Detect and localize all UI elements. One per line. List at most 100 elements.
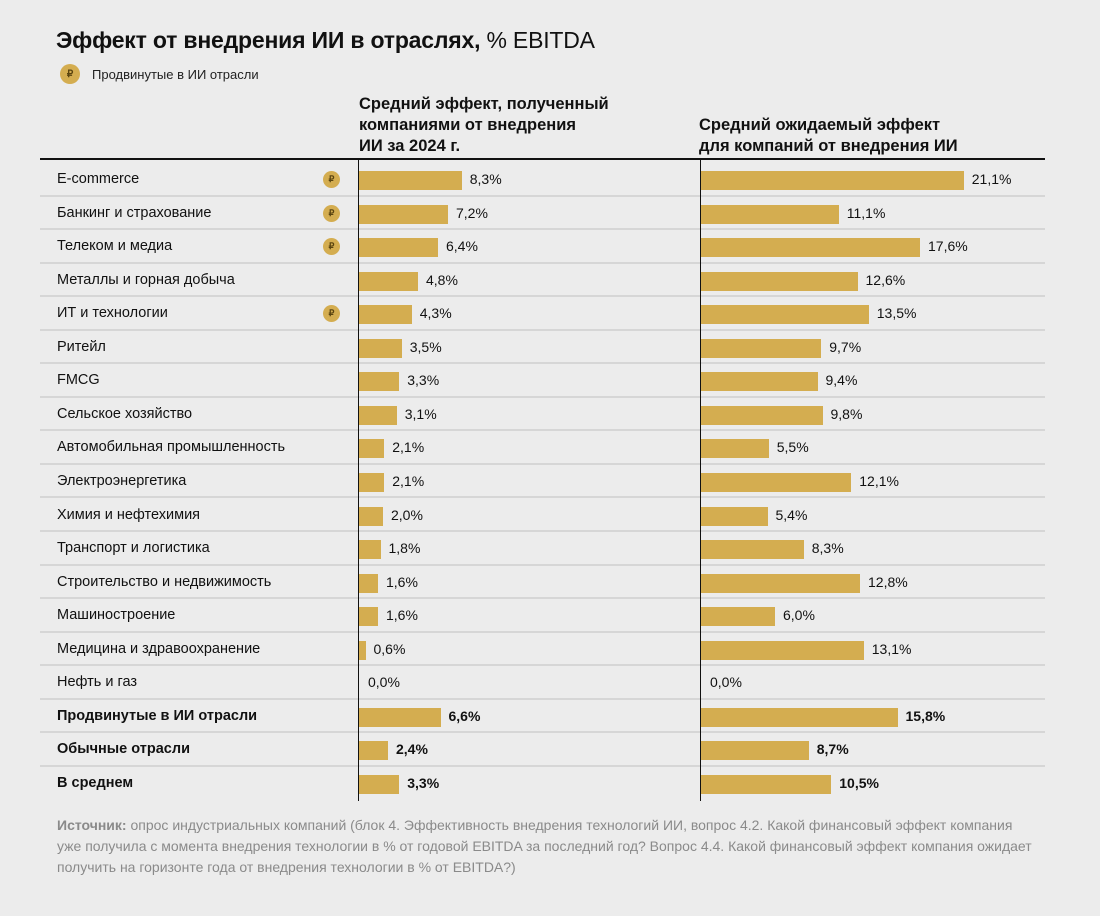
row-divider [40, 530, 1045, 533]
chart-title: Эффект от внедрения ИИ в отраслях, % EBI… [56, 27, 595, 54]
bar-series-0 [358, 204, 448, 224]
category-label: Машиностроение [57, 607, 176, 624]
chart-row: Обычные отрасли 2,4% 8,7% [40, 733, 1045, 767]
category-label: E-commerce [57, 171, 140, 187]
bar-series-0 [358, 540, 381, 560]
bar-series-1 [700, 372, 818, 392]
data-label: 21,1% [971, 171, 1012, 187]
ai-advanced-coin-icon: ₽ [60, 64, 80, 84]
bar-series-0 [358, 741, 388, 761]
bar-series-1 [700, 707, 898, 727]
data-label: 11,1% [846, 204, 886, 221]
column-header-actual: Средний эффект, полученный компаниями от… [359, 94, 609, 157]
data-label: 0,0% [368, 674, 400, 691]
data-label: 17,6% [928, 238, 968, 255]
bar-series-0 [358, 707, 441, 727]
chart-row: ИТ и технологии ₽4,3% 13,5% [40, 297, 1045, 331]
data-label: 9,8% [830, 405, 863, 422]
chart-row: Нефть и газ 0,0% 0,0% [40, 666, 1045, 700]
data-label: 6,0% [783, 607, 815, 624]
category-label: FMCG [57, 372, 100, 389]
chart-row: Строительство и недвижимость 1,6% 12,8% [40, 566, 1045, 600]
row-divider [40, 597, 1045, 600]
bar-series-1 [700, 573, 860, 593]
data-label: 10,5% [839, 774, 879, 791]
header-line: Средний ожидаемый эффект [699, 116, 941, 134]
bar-series-0 [358, 607, 378, 627]
chart-row: Электроэнергетика 2,1% 12,1% [40, 465, 1045, 499]
chart-row: Металлы и горная добыча 4,8% 12,6% [40, 264, 1045, 298]
legend-label: Продвинутые в ИИ отрасли [92, 66, 259, 82]
data-label: 13,1% [871, 640, 912, 657]
data-label: 9,4% [825, 372, 858, 389]
header-line: Средний эффект, полученный [359, 95, 609, 113]
chart-row: E-commerce ₽8,3% 21,1% [40, 163, 1045, 197]
bar-series-0 [358, 372, 400, 392]
data-label: 0,0% [710, 674, 742, 691]
data-label: 4,8% [426, 271, 458, 288]
data-label: 1,8% [388, 540, 421, 557]
bar-series-1 [700, 640, 864, 660]
bar-series-1 [700, 171, 964, 190]
chart-row: Машиностроение 1,6% 6,0% [40, 599, 1045, 633]
row-divider [40, 630, 1045, 633]
row-divider [40, 228, 1045, 231]
bar-series-1 [700, 506, 768, 526]
category-label: Банкинг и страхование [57, 204, 212, 221]
category-label: Продвинутые в ИИ отрасли [57, 707, 258, 724]
chart-row: Транспорт и логистика 1,8% 8,3% [40, 532, 1045, 566]
data-label: 2,1% [392, 439, 425, 456]
data-label: 1,6% [386, 607, 418, 624]
bar-series-0 [358, 640, 366, 660]
bar-series-1 [700, 540, 804, 560]
category-label: Металлы и горная добыча [57, 271, 235, 288]
bar-series-1 [700, 405, 823, 425]
data-label: 12,8% [868, 573, 908, 590]
bar-series-0 [358, 472, 385, 492]
category-label: В среднем [57, 774, 134, 791]
data-label: 8,3% [469, 171, 502, 187]
chart-row: Банкинг и страхование ₽7,2% 11,1% [40, 197, 1045, 231]
row-divider [40, 563, 1045, 566]
row-divider [40, 261, 1045, 264]
category-label: Ритейл [57, 338, 106, 355]
axis-actual [358, 159, 359, 801]
bar-series-1 [700, 741, 809, 761]
bar-series-0 [358, 171, 462, 190]
data-label: 2,0% [391, 506, 423, 523]
bar-series-1 [700, 305, 869, 325]
data-label: 9,7% [829, 338, 862, 355]
row-divider [40, 697, 1045, 700]
row-divider [40, 764, 1045, 767]
data-label: 3,3% [407, 774, 440, 791]
category-label: Сельское хозяйство [57, 405, 193, 422]
chart-row: Автомобильная промышленность 2,1% 5,5% [40, 431, 1045, 465]
bar-series-1 [700, 472, 852, 492]
header-rule [40, 158, 1045, 160]
bar-series-0 [358, 506, 383, 526]
bar-series-1 [700, 607, 775, 627]
data-label: 2,1% [392, 472, 425, 489]
row-divider [40, 362, 1045, 365]
bar-series-1 [700, 204, 839, 224]
chart-row: Сельское хозяйство 3,1% 9,8% [40, 398, 1045, 432]
data-label: 13,5% [876, 305, 917, 322]
column-header-expected: Средний ожидаемый эффект для компаний от… [699, 115, 958, 157]
bar-series-1 [700, 774, 832, 794]
category-label: ИТ и технологии [57, 305, 168, 322]
row-divider [40, 295, 1045, 298]
data-label: 3,1% [404, 405, 437, 422]
data-label: 8,7% [816, 741, 849, 758]
data-label: 2,4% [396, 741, 428, 758]
chart-row: Медицина и здравоохранение 0,6% 13,1% [40, 633, 1045, 667]
row-divider [40, 731, 1045, 734]
title-text: Эффект от внедрения ИИ в отраслях, [56, 27, 481, 53]
row-divider [40, 328, 1045, 331]
ai-advanced-coin-icon: ₽ [323, 305, 340, 323]
data-label: 12,6% [865, 271, 906, 288]
row-divider [40, 429, 1045, 432]
chart-row: В среднем 3,3% 10,5% [40, 767, 1045, 801]
row-divider [40, 664, 1045, 667]
legend: ₽ Продвинутые в ИИ отрасли [60, 64, 259, 84]
